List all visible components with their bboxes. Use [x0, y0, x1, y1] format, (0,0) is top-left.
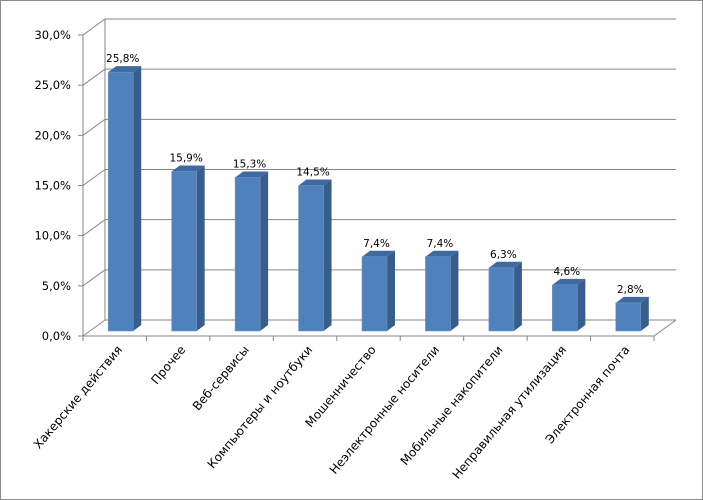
bar-side [260, 171, 269, 331]
bar-side [577, 278, 586, 331]
bar [298, 185, 324, 332]
x-tick-label: Мошенничество [302, 343, 378, 430]
x-tick-label: Прочее [148, 343, 188, 387]
x-tick-label: Неправильная утилизация [450, 343, 570, 482]
bar-side [133, 66, 142, 331]
x-tick-label: Хакерские действия [31, 343, 125, 451]
y-tick-label: 0,0% [42, 329, 71, 343]
y-tick-label: 25,0% [34, 78, 71, 92]
left-wall-gridline [82, 219, 106, 237]
left-wall-gridline [82, 68, 106, 86]
bar-top [298, 179, 332, 186]
data-label: 15,3% [233, 158, 266, 170]
y-tick-label: 10,0% [34, 229, 71, 243]
data-label: 25,8% [106, 53, 139, 65]
bar [552, 284, 578, 332]
bar [171, 171, 197, 332]
bar [488, 267, 515, 332]
bar-top [615, 296, 649, 303]
x-tick-label: Веб-сервисы [190, 343, 252, 413]
bar [234, 177, 261, 332]
bar [361, 256, 388, 332]
left-wall-gridline [82, 169, 106, 186]
x-tick-label: Компьютеры и ноутбуки [205, 343, 316, 471]
y-tick-label: 20,0% [34, 128, 71, 142]
data-label: 2,8% [617, 284, 644, 296]
bar-side [450, 250, 459, 331]
bar-side [387, 250, 395, 331]
bar-top [171, 165, 205, 172]
bar-side [196, 165, 205, 331]
left-wall-gridline [82, 319, 106, 337]
bar-top [235, 171, 269, 178]
data-label: 6,3% [490, 249, 517, 261]
data-label: 15,9% [169, 152, 202, 164]
data-label: 14,5% [296, 167, 329, 179]
bar-side [513, 261, 522, 331]
data-label: 4,6% [553, 266, 580, 278]
bar-top [108, 66, 142, 73]
left-wall-gridline [82, 269, 106, 287]
bar [615, 302, 642, 332]
bar-top [552, 278, 586, 285]
data-label: 7,4% [363, 238, 390, 250]
bar-side [323, 179, 332, 331]
data-label: 7,4% [427, 238, 454, 250]
bar [107, 71, 134, 332]
bar-side [640, 296, 649, 331]
bar-top [488, 261, 522, 268]
bar [425, 256, 451, 332]
y-tick-label: 5,0% [42, 279, 71, 293]
left-wall-gridline [82, 118, 106, 136]
x-tick-label: Неэлектронные носители [327, 343, 443, 477]
bar-top [425, 250, 459, 257]
left-wall-gridline [82, 18, 106, 36]
bar-top [362, 250, 395, 257]
y-tick-label: 30,0% [34, 28, 71, 42]
floor-right-edge [653, 319, 677, 337]
x-tick-label: Мобильные накопители [398, 343, 506, 468]
y-tick-label: 15,0% [34, 179, 71, 193]
